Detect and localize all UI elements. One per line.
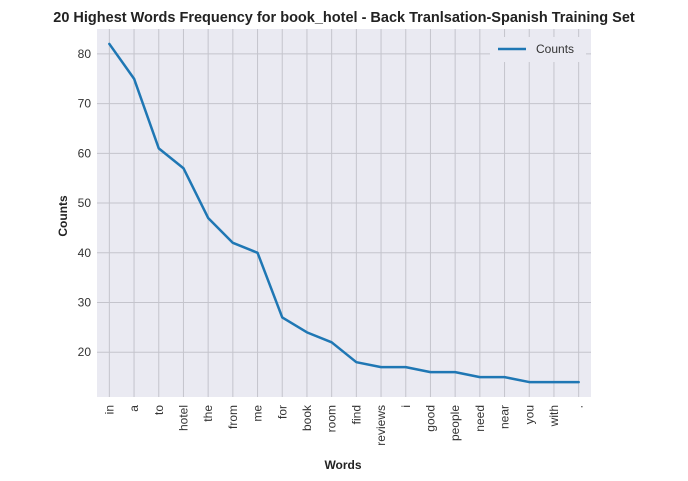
y-axis-label: Counts	[56, 195, 70, 237]
legend-label: Counts	[536, 42, 574, 56]
chart-title: 20 Highest Words Frequency for book_hote…	[53, 10, 635, 26]
x-tick-label: reviews	[374, 405, 388, 446]
x-axis-label: Words	[324, 458, 361, 472]
series-line-0	[108, 42, 580, 384]
x-tick-label: with	[547, 405, 561, 427]
x-tick-label: people	[448, 405, 462, 441]
x-tick-label: the	[201, 405, 215, 422]
y-tick-label: 40	[78, 246, 92, 260]
x-tick-label: for	[275, 405, 289, 419]
x-tick-label: book	[300, 404, 314, 431]
y-tick-label: 80	[78, 47, 92, 61]
x-tick-label: you	[522, 405, 536, 424]
x-tick-label: a	[127, 405, 141, 412]
y-tick-label: 20	[78, 345, 92, 359]
x-tick-label: need	[473, 405, 487, 432]
x-tick-label: to	[152, 405, 166, 415]
x-tick-label: i	[399, 405, 413, 408]
y-tick-label: 60	[78, 146, 92, 160]
x-tick-label: from	[226, 405, 240, 429]
series-layer	[108, 42, 580, 384]
legend: Counts	[490, 37, 586, 62]
y-tick-label: 30	[78, 296, 92, 310]
x-tick-label: find	[349, 405, 363, 424]
y-grid	[97, 53, 591, 353]
x-tick-label: room	[325, 405, 339, 432]
x-tick-label: .	[572, 405, 586, 408]
x-axis-ticks: in a to hotel the from me for book room find review…	[102, 404, 585, 446]
y-tick-label: 70	[78, 97, 92, 111]
x-tick-label: near	[498, 405, 512, 429]
y-tick-label: 50	[78, 196, 92, 210]
x-tick-label: me	[251, 405, 265, 422]
y-axis-ticks: 20 30 40 50 60 70 80	[78, 47, 92, 359]
x-grid	[108, 29, 580, 397]
plot-area	[97, 29, 591, 397]
x-tick-label: hotel	[176, 405, 190, 431]
x-tick-label: in	[102, 405, 116, 414]
x-tick-label: good	[423, 405, 437, 432]
